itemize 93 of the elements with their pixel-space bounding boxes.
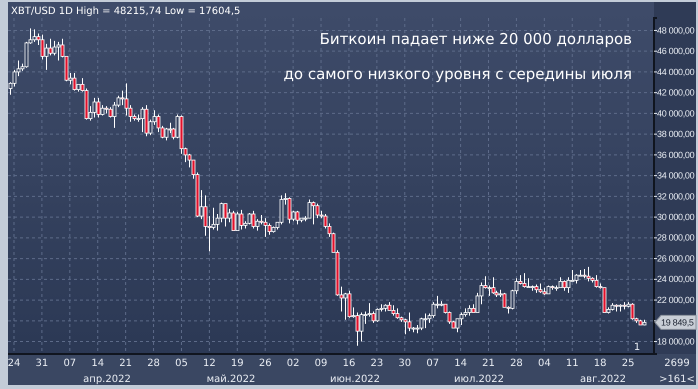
- x-tick-label: 05: [175, 358, 188, 369]
- candlestick: [586, 266, 590, 282]
- x-tick-label: 30: [398, 358, 412, 369]
- y-tick-label: 18 000,00: [657, 336, 695, 346]
- text: 2699: [664, 358, 690, 369]
- x-tick-label: 07: [63, 358, 76, 369]
- candlestick: [594, 274, 598, 288]
- candlestick: [348, 290, 352, 318]
- x-tick-label: 16: [342, 358, 356, 369]
- candlestick: [408, 312, 412, 332]
- text: авг.2022: [580, 374, 626, 385]
- annotation: 1: [634, 342, 640, 353]
- text: Биткоин падает ниже 20 000 долларов: [320, 30, 632, 48]
- candlestick: [460, 312, 464, 326]
- x-tick-label: 28: [147, 358, 160, 369]
- x-tick-label: 11: [566, 358, 579, 369]
- text: июн.2022: [330, 374, 380, 385]
- y-tick-label: 34 000,00: [657, 170, 695, 181]
- candlestick: [240, 209, 244, 230]
- candlestick: [420, 317, 424, 331]
- candlestick: [56, 41, 60, 62]
- text: июл.2022: [454, 374, 504, 385]
- y-tick-label: 26 000,00: [657, 253, 695, 264]
- candlestick: [468, 304, 472, 316]
- x-tick-label: 24: [8, 358, 20, 369]
- candlestick: [248, 212, 252, 225]
- candlestick: [140, 106, 144, 133]
- y-tick-label: 30 000,00: [657, 212, 695, 222]
- candlestick: [144, 104, 148, 137]
- candlestick: [72, 72, 76, 92]
- candlestick: [280, 194, 284, 225]
- candlestick: [360, 312, 364, 342]
- x-tick-label: 31: [36, 358, 48, 369]
- candlestick: [392, 304, 396, 316]
- candlestick: [100, 104, 104, 116]
- text: май.2022: [206, 374, 256, 385]
- text: до самого низкого уровня с середины июля: [284, 65, 632, 83]
- y-tick-label: 40 000,00: [657, 108, 695, 118]
- candlestick: [558, 276, 562, 288]
- y-tick-label: 44 000,00: [657, 66, 695, 77]
- candlestick: [92, 97, 96, 118]
- candlestick: [424, 313, 428, 329]
- candlestick: [252, 210, 256, 230]
- annotation: 19 849,5: [661, 317, 694, 328]
- y-tick-label: 22 000,00: [657, 294, 695, 305]
- y-tick-label: 48 000,00: [657, 25, 695, 36]
- x-tick-label: 12: [203, 358, 216, 369]
- x-tick-label: 23: [370, 358, 384, 369]
- x-tick-label: 04: [538, 358, 551, 369]
- candlestick: [232, 210, 236, 232]
- text: апр.2022: [83, 374, 131, 385]
- candlestick: [108, 106, 112, 118]
- candlestick: [396, 308, 400, 320]
- y-tick-label: 24 000,00: [657, 274, 695, 284]
- candlestick: [48, 38, 52, 56]
- candlestick: [562, 280, 566, 292]
- candlestick: [522, 272, 526, 288]
- y-tick-label: 42 000,00: [657, 88, 695, 98]
- y-tick-label: 46 000,00: [657, 46, 695, 56]
- candlestick: [312, 201, 316, 225]
- text: >161<: [659, 374, 695, 385]
- candlestick: [32, 28, 36, 42]
- candlestick: [582, 268, 586, 279]
- x-tick-label: 09: [314, 358, 328, 369]
- x-tick-label: 25: [622, 358, 634, 369]
- x-tick-label: 07: [426, 358, 440, 369]
- candlestick: [538, 282, 542, 294]
- text: XBT/USD 1D High = 48215,74 Low = 17604,5: [11, 6, 240, 17]
- x-tick-label: 02: [286, 358, 300, 369]
- y-tick-label: 36 000,00: [657, 150, 695, 160]
- x-tick-label: 19: [230, 358, 244, 369]
- x-tick-label: 28: [510, 358, 523, 369]
- candlestick: [236, 211, 240, 232]
- y-tick-label: 32 000,00: [657, 191, 695, 202]
- y-tick-label: 38 000,00: [657, 129, 695, 140]
- x-tick-label: 21: [482, 358, 495, 369]
- x-tick-label: 14: [454, 358, 467, 369]
- x-tick-label: 14: [91, 358, 104, 369]
- candlestick: [566, 276, 570, 294]
- candlestick: [296, 210, 300, 225]
- y-tick-label: 28 000,00: [657, 232, 695, 243]
- candlestick: [168, 122, 172, 134]
- candlestick: [492, 276, 496, 294]
- candlestick: [630, 302, 634, 320]
- x-tick-label: 26: [258, 358, 272, 369]
- candlestick: [224, 203, 228, 227]
- x-tick-label: 21: [119, 358, 132, 369]
- candlestick: [96, 97, 100, 118]
- x-tick-label: 18: [594, 358, 607, 369]
- candlestick: [376, 308, 380, 322]
- candlestick: [574, 274, 578, 284]
- candlestick: [288, 196, 292, 224]
- candlestick: [264, 218, 268, 238]
